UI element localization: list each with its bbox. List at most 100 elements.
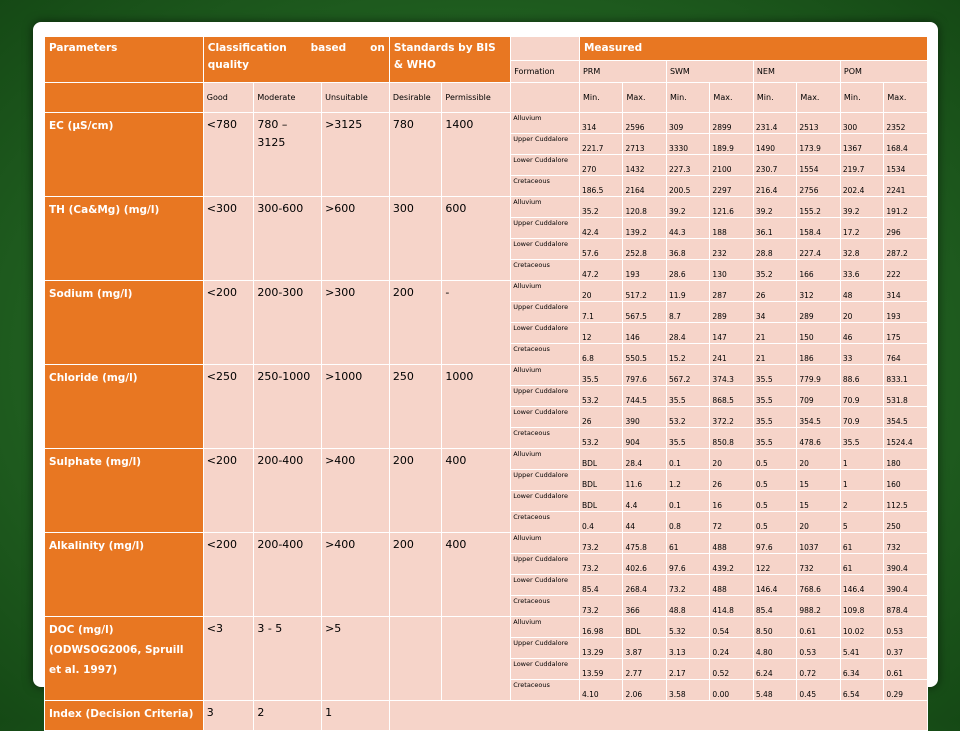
formation-label: Alluvium [510, 448, 580, 470]
measured-value: 2241 [883, 175, 928, 197]
measured-value: 109.8 [839, 595, 885, 617]
table-row: Alkalinity (mg/l) <200 200-400 >400 200 400 Al… [44, 532, 928, 617]
measured-value: 146 [622, 322, 667, 344]
standard-desirable: 780 [388, 112, 443, 197]
measured-value: 2.17 [665, 658, 711, 680]
formation-label: Upper Cuddalore [510, 133, 580, 155]
measured-value: 1.2 [665, 469, 711, 491]
measured-value: 35.5 [752, 385, 798, 407]
measured-value: 122 [752, 553, 798, 575]
standard-desirable: 300 [388, 196, 443, 281]
measured-value: 189.9 [709, 133, 754, 155]
subheader-min: Min. [752, 82, 798, 113]
formation-label: Lower Cuddalore [510, 154, 580, 176]
measured-value: 48 [839, 280, 885, 302]
table-row: Cretaceous 4.10 2.06 3.58 0.00 5.48 0.45 6.54 0.… [45, 679, 928, 701]
measured-value: 314 [578, 112, 624, 134]
subheader-min: Min. [665, 82, 711, 113]
measured-value: 1534 [883, 154, 928, 176]
formation-label: Cretaceous [510, 595, 580, 617]
measured-value: 0.5 [752, 490, 798, 512]
measured-value: 17.2 [839, 217, 885, 239]
measured-value: 878.4 [883, 595, 928, 617]
subheader-max: Max. [622, 82, 667, 113]
measured-value: 230.7 [752, 154, 798, 176]
measured-value: 2.77 [622, 658, 667, 680]
measured-value: 2513 [796, 112, 841, 134]
measured-value: 252.8 [622, 238, 667, 260]
measured-value: 567.5 [622, 301, 667, 323]
classification-good: <200 [202, 448, 255, 533]
subheader-min: Min. [839, 82, 885, 113]
measured-value: 797.6 [622, 364, 667, 386]
measured-value: 241 [709, 343, 754, 365]
measured-value: 709 [796, 385, 841, 407]
standard-permissible: 400 [441, 532, 512, 617]
measured-value: 202.4 [839, 175, 885, 197]
formation-label: Alluvium [510, 196, 580, 218]
measured-value: 70.9 [839, 406, 885, 428]
measured-value: 200.5 [665, 175, 711, 197]
measured-value: 0.53 [883, 616, 928, 638]
index-blank [388, 700, 929, 731]
header-formation: Formation [510, 60, 580, 83]
formation-label: Alluvium [510, 364, 580, 386]
measured-value: 8.50 [752, 616, 798, 638]
measured-value: 120.8 [622, 196, 667, 218]
measured-value: 268.4 [622, 574, 667, 596]
measured-value: 53.2 [665, 406, 711, 428]
measured-value: 6.8 [578, 343, 624, 365]
measured-value: 155.2 [796, 196, 841, 218]
standard-desirable: 200 [388, 532, 443, 617]
table-row: DOC (mg/l) (ODWSOG2006, Spruill et al. 1… [44, 616, 928, 701]
measured-value: 287 [709, 280, 754, 302]
table-row: Chloride (mg/l) <250 250-1000 >1000 250 1000 A… [44, 364, 928, 449]
measured-value: 227.4 [796, 238, 841, 260]
measured-value: 10.02 [839, 616, 885, 638]
index-moderate: 2 [253, 700, 323, 731]
table-row: Sulphate (mg/l) <200 200-400 >400 200 400 Allu… [44, 448, 928, 533]
measured-value: 34 [752, 301, 798, 323]
measured-value: 904 [622, 427, 667, 449]
measured-value: 42.4 [578, 217, 624, 239]
measured-value: 0.5 [752, 448, 798, 470]
subheader-unsuitable: Unsuitable [321, 82, 390, 113]
formation-label: Alluvium [510, 280, 580, 302]
measured-value: 97.6 [665, 553, 711, 575]
measured-value: 219.7 [839, 154, 885, 176]
measured-value: 270 [578, 154, 624, 176]
measured-value: 216.4 [752, 175, 798, 197]
formation-label: Cretaceous [510, 259, 580, 281]
measured-value: 166 [796, 259, 841, 281]
formation-label: Lower Cuddalore [510, 574, 580, 596]
measured-value: BDL [622, 616, 667, 638]
measured-value: 488 [709, 574, 754, 596]
standard-permissible: 400 [441, 448, 512, 533]
measured-value: 366 [622, 595, 667, 617]
header-measured: Measured [578, 36, 929, 61]
measured-value: 85.4 [578, 574, 624, 596]
measured-value: 13.29 [578, 637, 624, 659]
table-row: Upper Cuddalore 42.4 139.2 44.3 188 36.1 158.4… [45, 217, 928, 239]
measured-value: 3.13 [665, 637, 711, 659]
header-classification-word-2: based [310, 42, 347, 54]
measured-value: 250 [883, 511, 928, 533]
standard-permissible [441, 616, 512, 701]
measured-value: 439.2 [709, 553, 754, 575]
classification-unsuitable: >5 [321, 616, 390, 701]
subheader-permissible: Permissible [441, 82, 512, 113]
formation-label: Lower Cuddalore [510, 322, 580, 344]
measured-value: 1 [839, 469, 885, 491]
measured-value: 186.5 [578, 175, 624, 197]
measured-value: 6.34 [839, 658, 885, 680]
measured-value: 146.4 [839, 574, 885, 596]
measured-value: 158.4 [796, 217, 841, 239]
header-classification-word-1: Classification [207, 42, 287, 54]
measured-value: 35.2 [578, 196, 624, 218]
measured-value: 44.3 [665, 217, 711, 239]
measured-value: 296 [883, 217, 928, 239]
measured-value: 2756 [796, 175, 841, 197]
measured-value: 550.5 [622, 343, 667, 365]
formation-label: Lower Cuddalore [510, 490, 580, 512]
classification-good: <200 [202, 280, 255, 365]
